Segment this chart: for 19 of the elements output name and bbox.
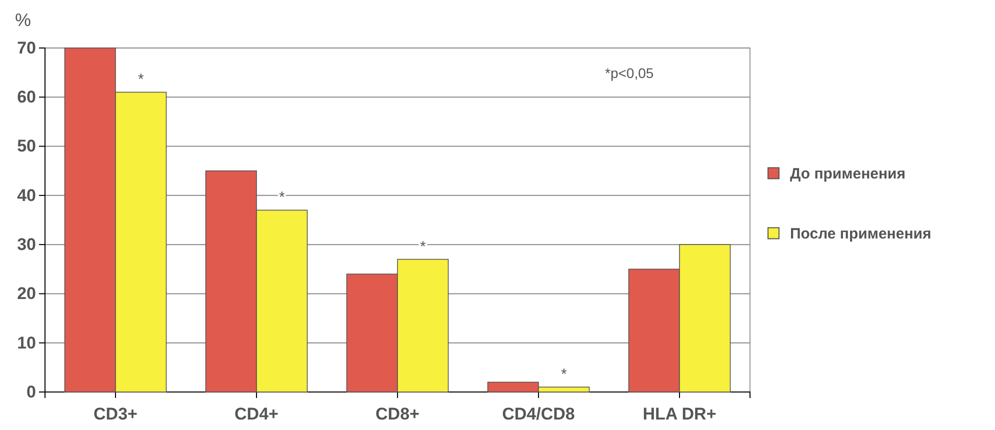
y-tick-label: 0 [26, 382, 36, 402]
x-tick-label: CD8+ [376, 404, 420, 424]
legend-label: После применения [790, 226, 932, 243]
y-tick-label: 20 [17, 284, 36, 304]
y-axis-title: % [15, 10, 32, 30]
x-tick-label: CD4+ [234, 404, 279, 424]
x-tick-label: CD3+ [94, 404, 138, 424]
legend-label: До применения [790, 166, 906, 183]
annotation: * [560, 366, 567, 384]
x-tick-label: CD4/CD8 [502, 404, 575, 424]
y-tick-label: 50 [17, 136, 36, 156]
y-tick-label: 30 [17, 235, 36, 254]
y-tick-label: 40 [17, 186, 36, 205]
y-tick-label: 10 [17, 333, 36, 352]
annotation: * [138, 71, 144, 88]
x-tick-label: HLA DR+ [642, 404, 716, 424]
annotation: *p<0,05 [605, 65, 654, 81]
y-tick-label: 60 [17, 88, 36, 107]
y-tick-label: 70 [17, 38, 36, 58]
